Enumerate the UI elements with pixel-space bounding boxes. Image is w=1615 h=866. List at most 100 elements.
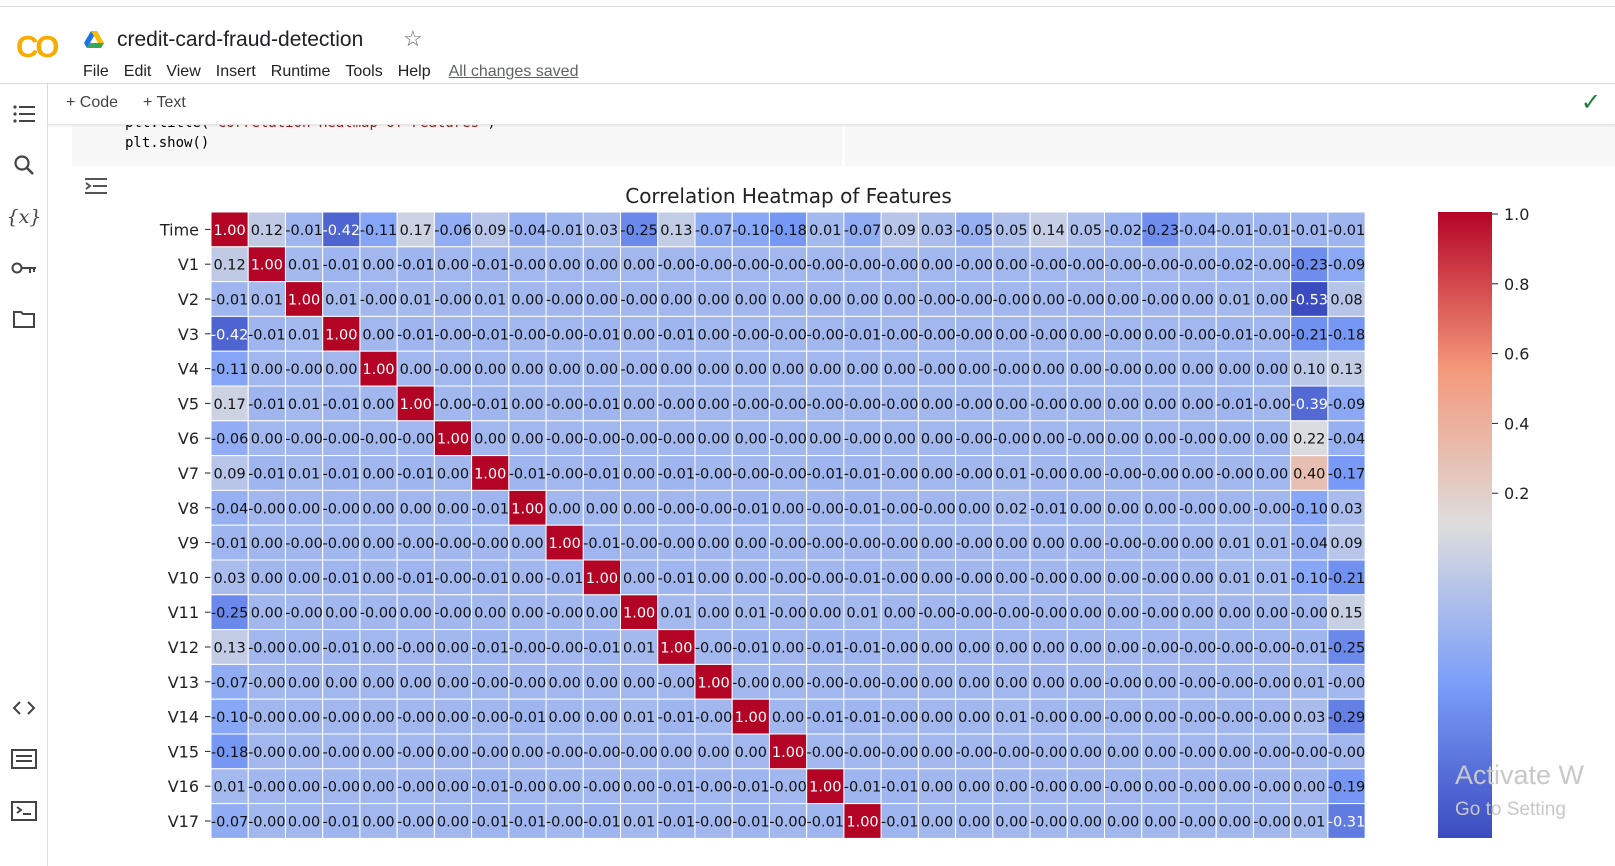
star-icon[interactable]: ☆ [403,26,423,51]
heatmap-cell [1029,489,1068,526]
cell-label: -0.04 [211,501,249,517]
heatmap-cell [620,594,659,631]
heatmap-cell [545,489,584,526]
heatmap-cell [917,455,957,491]
heatmap-cell [955,559,994,596]
heatmap-cell [955,385,994,422]
heatmap-cell [322,663,361,700]
menu-file[interactable]: File [83,63,109,80]
heatmap-cell [992,246,1031,283]
heatmap-cell [843,385,882,422]
heatmap-cell [582,246,622,283]
heatmap-cell [694,663,733,700]
search-icon[interactable] [10,151,38,179]
add-code-button[interactable]: + Code [66,94,119,111]
table-of-contents-icon[interactable] [10,100,38,128]
cell-label: -0.00 [1179,815,1217,831]
heatmap-cell [768,524,808,561]
heatmap-cell [992,524,1031,561]
heatmap-cell [1029,420,1068,457]
cell-label: 0.00 [697,293,729,309]
cell-label: 0.00 [623,780,655,796]
output-toggle-icon[interactable] [84,175,108,202]
row-label: V6 [178,429,199,448]
heatmap-cell [1104,768,1143,805]
heatmap-cell [210,455,249,491]
cell-label: -0.00 [546,397,584,413]
heatmap-cell [657,733,696,770]
heatmap-cell [396,211,435,248]
variables-icon[interactable]: {x} [6,206,42,228]
menu-insert[interactable]: Insert [215,63,256,80]
cell-label: -0.01 [583,397,621,413]
google-drive-icon[interactable] [84,31,104,54]
heatmap-cell [731,420,770,457]
heatmap-cell [582,211,622,248]
cell-label: 0.00 [995,815,1027,831]
heatmap-cell [694,211,733,248]
cell-label: -0.11 [360,223,398,239]
menu-edit[interactable]: Edit [123,63,152,80]
heatmap-cell [582,629,622,665]
heatmap-cell [1104,350,1143,387]
heatmap-cell [433,420,473,457]
heatmap-cell [359,663,398,700]
runtime-connected-check-icon[interactable]: ✓ [1580,89,1601,116]
heatmap-cell [247,211,286,248]
cell-label: -0.01 [471,397,509,413]
cell-label: -0.00 [397,745,435,761]
cell-label: -0.00 [881,397,919,413]
cell-label: 0.00 [362,780,394,796]
cell-label: -0.00 [248,675,286,691]
heatmap-cell [1029,315,1068,352]
menu-runtime[interactable]: Runtime [270,63,331,80]
cell-label: 0.00 [325,362,357,378]
cell-label: 0.00 [288,815,320,831]
heatmap-cell [396,489,435,526]
heatmap-cell [1327,629,1366,665]
heatmap-cell [582,315,622,352]
cell-label: -0.21 [1291,327,1329,343]
menu-tools[interactable]: Tools [345,63,383,80]
colab-logo[interactable]: CO [16,29,59,64]
heatmap-cell [1215,420,1254,457]
cell-label: -0.00 [248,710,286,726]
heatmap-cell [992,350,1031,387]
menu-view[interactable]: View [166,63,201,80]
heatmap-cell [545,733,584,770]
cell-label: 0.00 [623,327,655,343]
menu-bar: File Edit View Insert Runtime Tools Help… [83,63,593,81]
heatmap-cell [582,768,622,805]
cell-label: 0.00 [1181,467,1213,483]
heatmap-cell [992,803,1031,839]
cell-label: -0.00 [918,293,956,309]
terminal-icon[interactable] [10,797,38,825]
cell-label: -0.01 [471,501,509,517]
cell-label: -0.00 [918,327,956,343]
heatmap-cell [359,281,398,317]
heatmap-cell [545,315,584,352]
heatmap-cell [1141,420,1180,457]
heatmap-cell [806,385,845,422]
heatmap-cell [731,524,770,561]
cell-label: -0.00 [1104,362,1142,378]
heatmap-cell [880,350,919,387]
cell-label: 0.00 [958,675,990,691]
heatmap-cell [359,246,398,283]
command-palette-icon[interactable] [10,745,38,773]
heatmap-cell [471,663,510,700]
folder-icon[interactable] [10,305,38,333]
save-status-link[interactable]: All changes saved [448,63,579,80]
heatmap-cell [1327,211,1366,248]
add-text-button[interactable]: + Text [143,94,186,111]
cell-label: 0.00 [1219,780,1251,796]
heatmap-cell [284,420,324,457]
heatmap-cell [433,803,473,839]
row-label: V7 [178,464,199,483]
notebook-title[interactable]: credit-card-fraud-detection [117,28,364,51]
code-snippets-icon[interactable] [10,694,38,722]
secrets-key-icon[interactable] [10,254,38,282]
cell-label: 0.00 [251,536,283,552]
windows-activation-watermark: Activate W [1455,760,1585,790]
menu-help[interactable]: Help [397,63,431,80]
